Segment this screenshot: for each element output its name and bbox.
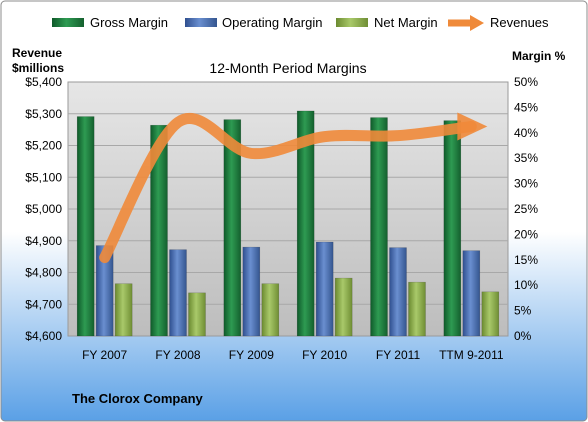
bar-operating-margin — [315, 241, 334, 337]
company-name: The Clorox Company — [72, 391, 204, 406]
bar-gross-margin — [443, 120, 462, 337]
bar-operating-margin — [462, 250, 481, 337]
left-tick-label: $4,800 — [25, 266, 62, 280]
bar-net-margin — [481, 291, 500, 337]
category-label: FY 2011 — [376, 348, 421, 362]
legend-swatch-net-margin — [336, 18, 368, 27]
right-tick-label: 0% — [514, 329, 532, 343]
category-label: FY 2007 — [82, 348, 127, 362]
left-axis-title-line1: Revenue — [12, 46, 62, 60]
right-tick-label: 30% — [514, 177, 538, 191]
right-tick-label: 50% — [514, 75, 538, 89]
revenue-line-path — [99, 113, 477, 264]
left-tick-label: $5,300 — [25, 107, 62, 121]
bar-net-margin — [114, 283, 133, 337]
bar-gross-margin — [76, 116, 95, 337]
bar-gross-margin — [150, 124, 168, 337]
legend: Gross Margin Operating Margin Net Margin… — [52, 15, 549, 31]
left-tick-label: $5,000 — [25, 202, 62, 216]
left-tick-label: $5,200 — [25, 139, 62, 153]
category-label: FY 2008 — [155, 348, 200, 362]
left-tick-label: $4,600 — [25, 329, 62, 343]
bar-net-margin — [408, 281, 426, 337]
category-label: TTM 9-2011 — [439, 348, 504, 362]
bar-operating-margin — [242, 246, 261, 337]
chart-title: 12-Month Period Margins — [209, 60, 366, 76]
right-tick-label: 10% — [514, 278, 538, 292]
left-tick-label: $4,700 — [25, 297, 62, 311]
bar-gross-margin — [370, 117, 388, 337]
left-tick-label: $4,900 — [25, 234, 62, 248]
legend-swatch-operating-margin — [185, 18, 217, 27]
right-tick-label: 35% — [514, 151, 538, 165]
right-tick-label: 15% — [514, 253, 538, 267]
right-axis: 0% 5% 10% 15% 20% 25% 30% 35% 40% 45% 50% — [514, 75, 538, 343]
right-tick-label: 20% — [514, 227, 538, 241]
category-label: FY 2010 — [302, 348, 347, 362]
right-tick-label: 25% — [514, 202, 538, 216]
left-axis: $4,600 $4,700 $4,800 $4,900 $5,000 $5,100 $5,2… — [25, 75, 62, 343]
legend-label-net-margin: Net Margin — [374, 15, 438, 30]
right-tick-label: 40% — [514, 126, 538, 140]
bar-operating-margin — [389, 247, 407, 337]
category-label: FY 2009 — [229, 348, 274, 362]
legend-arrow-icon — [470, 15, 484, 31]
bar-net-margin — [334, 277, 353, 337]
x-axis: FY 2007 FY 2008 FY 2009 FY 2010 FY 2011 TTM 9… — [82, 348, 504, 362]
bar-gross-margin — [223, 119, 242, 337]
bar-gross-margin — [296, 110, 315, 337]
legend-label-gross-margin: Gross Margin — [90, 15, 168, 30]
left-tick-label: $5,100 — [25, 170, 62, 184]
right-axis-title: Margin % — [512, 49, 566, 63]
legend-label-revenues: Revenues — [490, 15, 549, 30]
right-tick-label: 5% — [514, 304, 532, 318]
bar-net-margin — [261, 283, 280, 337]
revenue-arrowhead-icon — [457, 112, 488, 141]
legend-label-operating-margin: Operating Margin — [222, 15, 322, 30]
left-tick-label: $5,400 — [25, 75, 62, 89]
revenue-line — [99, 112, 488, 264]
bar-net-margin — [188, 292, 206, 337]
bar-operating-margin — [169, 249, 187, 337]
bars — [76, 110, 500, 337]
right-tick-label: 45% — [514, 100, 538, 114]
legend-swatch-gross-margin — [52, 18, 84, 27]
left-axis-title-line2: $millions — [12, 61, 64, 75]
